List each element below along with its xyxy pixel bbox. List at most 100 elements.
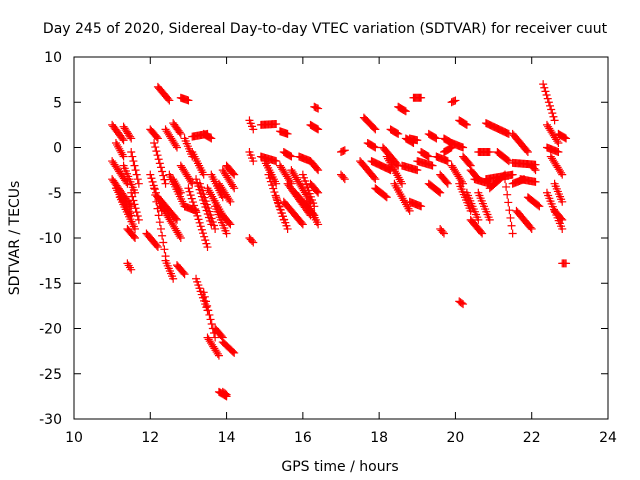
data-point — [131, 234, 140, 242]
data-point — [393, 129, 402, 138]
x-tick-label: 16 — [294, 430, 312, 446]
data-point — [192, 208, 201, 217]
data-point — [548, 109, 557, 118]
data-point — [370, 124, 379, 133]
data-point — [127, 134, 136, 143]
data-point — [546, 101, 555, 110]
data-point — [523, 148, 532, 157]
data-point — [249, 125, 258, 134]
data-point — [553, 137, 562, 146]
y-tick-label: -20 — [39, 322, 62, 338]
data-point — [339, 146, 348, 155]
data-point — [159, 238, 168, 247]
data-point — [188, 198, 197, 207]
data-point — [221, 389, 230, 398]
y-tick-label: -5 — [48, 186, 62, 202]
data-point — [188, 179, 197, 188]
data-point — [127, 148, 136, 157]
x-axis: 10 12 14 16 18 20 22 24 — [65, 57, 617, 446]
data-point — [443, 157, 452, 166]
data-point — [222, 229, 231, 238]
data-point — [313, 187, 322, 196]
data-point — [457, 299, 466, 308]
data-point — [313, 124, 322, 133]
data-point — [417, 93, 426, 102]
y-tick-label: -10 — [39, 231, 62, 247]
data-point — [474, 215, 483, 224]
data-point — [558, 224, 567, 233]
data-point — [205, 310, 214, 319]
data-point — [202, 200, 211, 209]
data-point — [248, 237, 256, 246]
data-point — [225, 219, 234, 228]
data-point — [506, 213, 515, 222]
data-point — [130, 161, 139, 170]
data-point — [270, 188, 279, 197]
data-point — [436, 188, 445, 197]
data-point — [199, 288, 208, 297]
data-point — [152, 241, 161, 250]
data-point — [148, 177, 157, 186]
data-point — [203, 243, 212, 252]
data-point — [417, 202, 426, 211]
data-point — [153, 134, 162, 143]
data-point — [382, 193, 391, 202]
data-point — [153, 151, 162, 160]
y-axis-label: SDTVAR / TECUs — [7, 181, 23, 296]
data-point — [542, 91, 551, 100]
data-point — [134, 179, 143, 188]
data-point — [196, 222, 205, 231]
data-point — [272, 119, 281, 128]
data-point — [133, 175, 142, 184]
y-axis: -30 -25 -20 -15 -10 -5 0 5 10 — [39, 50, 608, 428]
data-point — [503, 190, 512, 199]
y-tick-label: -30 — [39, 412, 62, 428]
data-point — [201, 236, 210, 245]
data-point — [266, 177, 275, 186]
data-point — [126, 132, 135, 141]
data-point — [199, 170, 208, 179]
data-point — [499, 171, 508, 180]
data-point — [508, 229, 517, 238]
data-point — [190, 201, 199, 210]
data-point — [432, 134, 441, 143]
data-point — [147, 174, 156, 183]
data-point — [153, 243, 162, 252]
data-point — [314, 166, 323, 175]
data-point — [160, 245, 169, 254]
data-point — [462, 120, 471, 129]
data-point — [197, 183, 206, 192]
data-point — [225, 195, 234, 204]
data-point — [558, 170, 567, 179]
data-point — [172, 215, 181, 224]
plot-frame — [73, 56, 609, 420]
data-point — [156, 224, 165, 233]
data-point — [127, 188, 136, 197]
data-point — [505, 206, 514, 215]
data-point — [501, 175, 510, 184]
data-point — [558, 215, 567, 224]
data-point — [405, 206, 414, 215]
x-tick-label: 14 — [218, 430, 236, 446]
data-point — [554, 138, 563, 147]
data-point — [154, 155, 163, 164]
data-point — [272, 157, 281, 166]
data-point — [192, 175, 201, 184]
data-point — [206, 133, 215, 142]
data-point — [558, 197, 567, 206]
data-point — [504, 198, 513, 207]
data-points — [108, 80, 571, 401]
data-point — [438, 227, 447, 236]
data-point — [543, 94, 552, 103]
data-point — [171, 214, 180, 223]
data-point — [400, 106, 409, 115]
data-point — [544, 98, 553, 107]
data-point — [312, 103, 321, 112]
data-point — [230, 170, 239, 179]
data-point — [530, 164, 539, 173]
data-point — [249, 238, 258, 247]
data-point — [176, 234, 185, 242]
data-point — [340, 175, 349, 184]
data-point — [184, 96, 193, 105]
data-point — [371, 175, 380, 184]
